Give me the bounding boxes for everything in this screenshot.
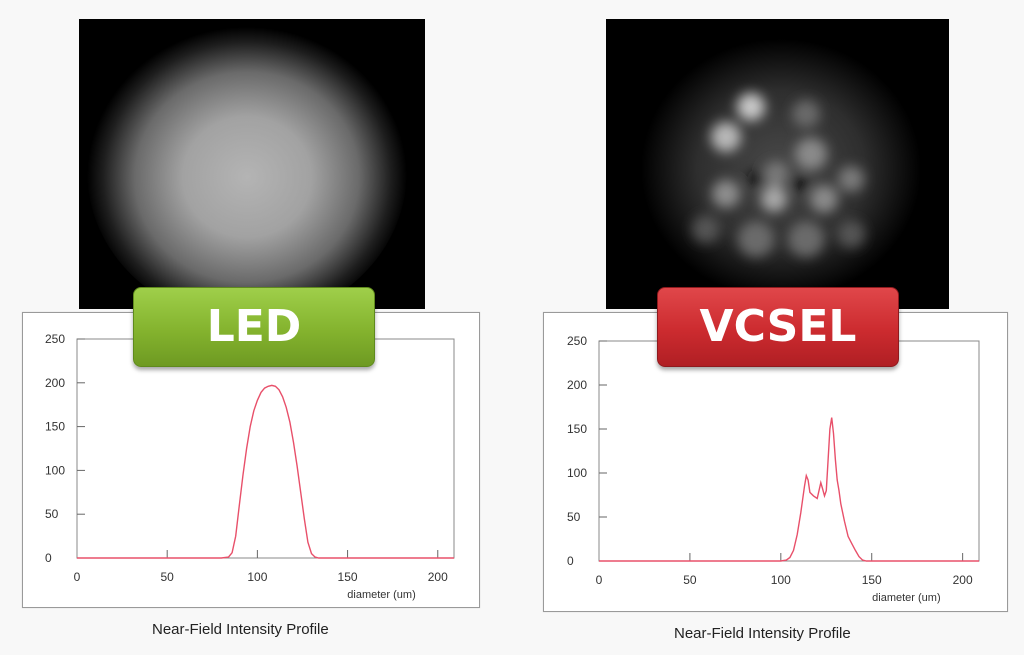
led-y-tick-label: 0 [45, 551, 52, 565]
led-near-field-image [79, 19, 425, 309]
vcsel-x-tick-label: 200 [953, 573, 973, 587]
led-label-badge: LED [133, 287, 375, 367]
vcsel-x-tick-label: 50 [683, 573, 697, 587]
led-intensity-line [77, 384, 454, 559]
led-y-tick-label: 150 [45, 420, 65, 434]
vcsel-plot-area [598, 340, 980, 562]
led-intensity-chart: 0 50 100 150 200 250 0 50 100 150 200 diameter (u… [45, 332, 455, 601]
led-x-tick-label: 150 [338, 570, 358, 584]
led-y-tick-label: 100 [45, 463, 65, 477]
led-y-tick-label: 50 [45, 507, 59, 521]
vcsel-x-axis-label: diameter (um) [872, 592, 940, 604]
led-beam-spot [87, 21, 407, 309]
vcsel-y-tick-label: 200 [567, 378, 587, 392]
led-x-tick-label: 0 [74, 570, 81, 584]
led-chart-frame: 0 50 100 150 200 250 0 50 100 150 200 diameter (u… [22, 312, 480, 608]
led-chart-caption: Near-Field Intensity Profile [152, 621, 329, 638]
vcsel-y-tick-label: 250 [567, 334, 587, 348]
led-y-tick-label: 200 [45, 376, 65, 390]
vcsel-y-tick-label: 0 [567, 554, 574, 568]
vcsel-x-tick-label: 150 [862, 573, 882, 587]
vcsel-y-tick-label: 100 [567, 466, 587, 480]
vcsel-y-tick-label: 150 [567, 422, 587, 436]
vcsel-beam-speckle [641, 39, 921, 299]
vcsel-chart-caption: Near-Field Intensity Profile [674, 625, 851, 642]
led-plot-area [76, 338, 455, 559]
led-x-tick-label: 50 [161, 570, 175, 584]
vcsel-label-badge: VCSEL [657, 287, 899, 367]
led-x-tick-label: 200 [428, 570, 448, 584]
led-x-axis-label: diameter (um) [347, 589, 415, 601]
vcsel-x-tick-label: 100 [771, 573, 791, 587]
vcsel-y-tick-label: 50 [567, 510, 581, 524]
vcsel-x-tick-label: 0 [596, 573, 603, 587]
led-x-tick-label: 100 [247, 570, 267, 584]
vcsel-intensity-line [599, 417, 979, 562]
led-y-tick-label: 250 [45, 332, 65, 346]
vcsel-near-field-image [606, 19, 949, 309]
